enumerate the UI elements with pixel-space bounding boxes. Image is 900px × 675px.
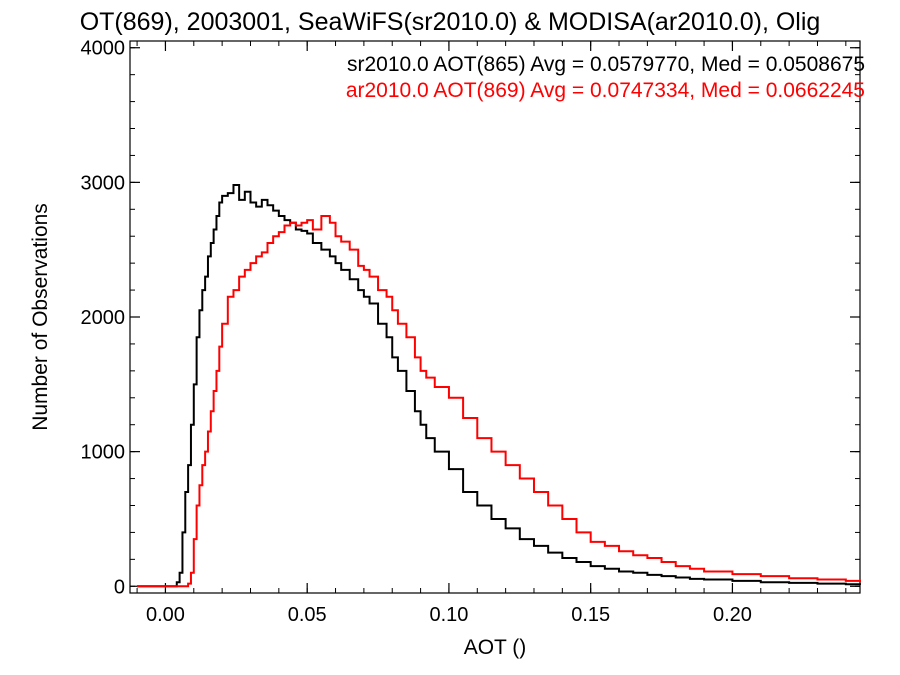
x-tick-label: 0.10 bbox=[429, 604, 468, 626]
x-axis: 0.00 0.05 0.10 0.15 0.20 bbox=[136, 41, 847, 626]
series-line-2 bbox=[137, 215, 861, 588]
y-tick-label: 0 bbox=[114, 576, 125, 598]
x-tick-label: 0.05 bbox=[288, 604, 327, 626]
x-tick-label: 0.15 bbox=[571, 604, 610, 626]
x-axis-label: AOT () bbox=[464, 636, 527, 659]
stats-line-ar2010: ar2010.0 AOT(869) Avg = 0.0747334, Med =… bbox=[346, 79, 865, 102]
x-tick-label: 0.00 bbox=[146, 604, 185, 626]
y-tick-label: 3000 bbox=[81, 172, 126, 194]
stats-line-sr2010: sr2010.0 AOT(865) Avg = 0.0579770, Med =… bbox=[347, 53, 865, 76]
series-line-1 bbox=[137, 184, 861, 588]
y-tick-label: 1000 bbox=[81, 442, 126, 464]
y-axis-label: Number of Observations bbox=[29, 203, 52, 431]
y-tick-label: 2000 bbox=[81, 307, 126, 329]
x-tick-label: 0.20 bbox=[713, 604, 752, 626]
y-tick-label: 4000 bbox=[81, 38, 126, 60]
chart-title: OT(869), 2003001, SeaWiFS(sr2010.0) & MO… bbox=[80, 8, 821, 36]
y-axis: 0 1000 2000 3000 4000 bbox=[81, 38, 860, 598]
plot-frame bbox=[129, 40, 861, 594]
series-group bbox=[137, 184, 861, 588]
